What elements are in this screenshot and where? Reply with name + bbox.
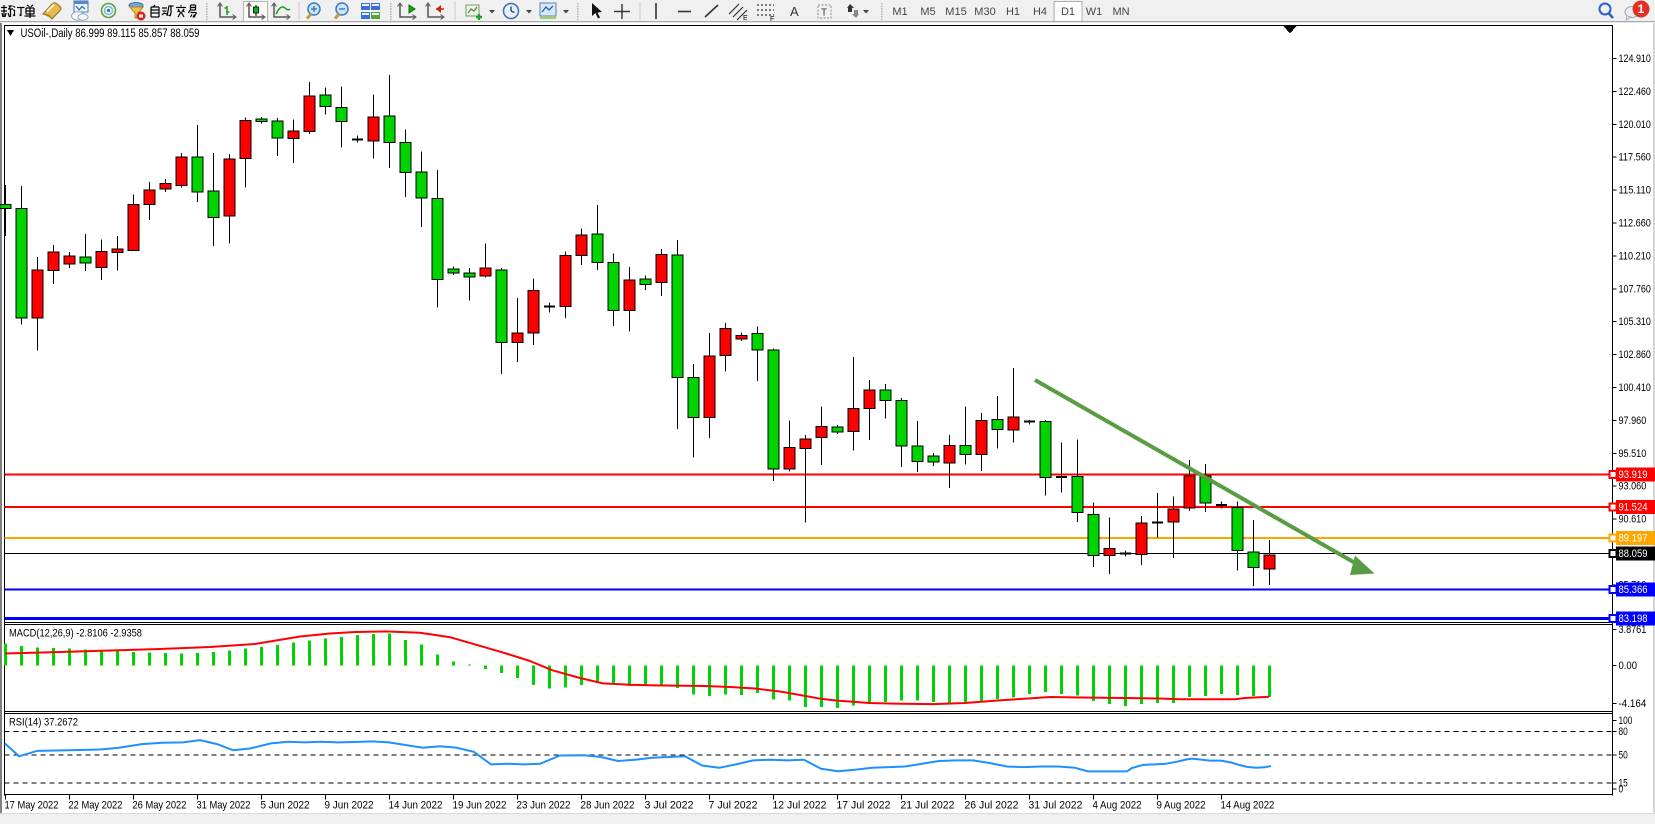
svg-text:91.524: 91.524: [1619, 502, 1648, 514]
svg-text:MN: MN: [1112, 6, 1129, 18]
svg-text:14 Aug 2022: 14 Aug 2022: [1221, 800, 1275, 812]
svg-text:RSI(14) 37.2672: RSI(14) 37.2672: [9, 717, 78, 729]
svg-text:15: 15: [1619, 778, 1628, 790]
svg-text:31 May 2022: 31 May 2022: [197, 800, 251, 812]
svg-text:93.060: 93.060: [1619, 481, 1647, 493]
svg-text:112.660: 112.660: [1619, 218, 1651, 230]
svg-text:D1: D1: [1061, 6, 1075, 18]
svg-text:W1: W1: [1086, 6, 1103, 18]
svg-text:USOil-,Daily 86.999 89.115 85: USOil-,Daily 86.999 89.115 85.857 88.059: [21, 28, 200, 40]
svg-text:117.560: 117.560: [1619, 152, 1651, 164]
svg-text:100: 100: [1619, 715, 1633, 727]
svg-text:80: 80: [1619, 726, 1628, 738]
svg-text:3 Jul 2022: 3 Jul 2022: [645, 800, 694, 812]
svg-text:85.366: 85.366: [1619, 584, 1648, 596]
svg-text:4 Aug 2022: 4 Aug 2022: [1093, 800, 1142, 812]
svg-text:9 Aug 2022: 9 Aug 2022: [1157, 800, 1206, 812]
svg-text:88.059: 88.059: [1619, 548, 1648, 560]
svg-text:M15: M15: [945, 6, 966, 18]
svg-text:21 Jul 2022: 21 Jul 2022: [901, 800, 955, 812]
svg-text:50: 50: [1619, 750, 1628, 762]
svg-text:M5: M5: [920, 6, 935, 18]
svg-text:1: 1: [1638, 2, 1645, 16]
svg-text:14 Jun 2022: 14 Jun 2022: [389, 800, 443, 812]
svg-text:A: A: [790, 4, 799, 19]
svg-text:7 Jul 2022: 7 Jul 2022: [709, 800, 758, 812]
svg-text:26 Jul 2022: 26 Jul 2022: [965, 800, 1019, 812]
svg-text:T: T: [821, 8, 827, 19]
svg-text:H1: H1: [1006, 6, 1020, 18]
svg-text:110.210: 110.210: [1619, 250, 1651, 262]
svg-text:83.198: 83.198: [1619, 613, 1648, 625]
svg-text:31 Jul 2022: 31 Jul 2022: [1029, 800, 1083, 812]
svg-text:H4: H4: [1033, 6, 1047, 18]
svg-text:12 Jul 2022: 12 Jul 2022: [773, 800, 827, 812]
svg-text:120.010: 120.010: [1619, 119, 1651, 131]
svg-text:107.760: 107.760: [1619, 283, 1651, 295]
svg-text:22 May 2022: 22 May 2022: [69, 800, 123, 812]
svg-text:90.610: 90.610: [1619, 514, 1647, 526]
svg-text:0.00: 0.00: [1619, 660, 1638, 672]
svg-text:124.910: 124.910: [1619, 53, 1651, 65]
svg-text:M30: M30: [974, 6, 995, 18]
svg-text:9 Jun 2022: 9 Jun 2022: [325, 800, 374, 812]
svg-text:26 May 2022: 26 May 2022: [133, 800, 187, 812]
svg-text:28 Jun 2022: 28 Jun 2022: [581, 800, 635, 812]
svg-text:102.860: 102.860: [1619, 349, 1651, 361]
svg-text:115.110: 115.110: [1619, 185, 1651, 197]
svg-text:E: E: [743, 15, 748, 22]
svg-text:93.919: 93.919: [1619, 469, 1648, 481]
svg-text:122.460: 122.460: [1619, 86, 1651, 98]
svg-text:3.8761: 3.8761: [1619, 624, 1647, 636]
svg-text:5 Jun 2022: 5 Jun 2022: [261, 800, 310, 812]
svg-text:23 Jun 2022: 23 Jun 2022: [517, 800, 571, 812]
svg-text:F: F: [770, 16, 774, 23]
svg-text:0: 0: [1619, 784, 1624, 796]
svg-text:17 Jul 2022: 17 Jul 2022: [837, 800, 891, 812]
svg-text:89.197: 89.197: [1619, 533, 1648, 545]
svg-text:-4.164: -4.164: [1619, 698, 1647, 710]
svg-text:M1: M1: [892, 6, 907, 18]
svg-text:19 Jun 2022: 19 Jun 2022: [453, 800, 507, 812]
svg-text:105.310: 105.310: [1619, 316, 1651, 328]
svg-text:17 May 2022: 17 May 2022: [5, 800, 59, 812]
svg-text:MACD(12,26,9) -2.8106 -2.9358: MACD(12,26,9) -2.8106 -2.9358: [9, 628, 142, 640]
svg-text:95.510: 95.510: [1619, 448, 1647, 460]
svg-text:97.960: 97.960: [1619, 415, 1647, 427]
svg-text:100.410: 100.410: [1619, 382, 1651, 394]
